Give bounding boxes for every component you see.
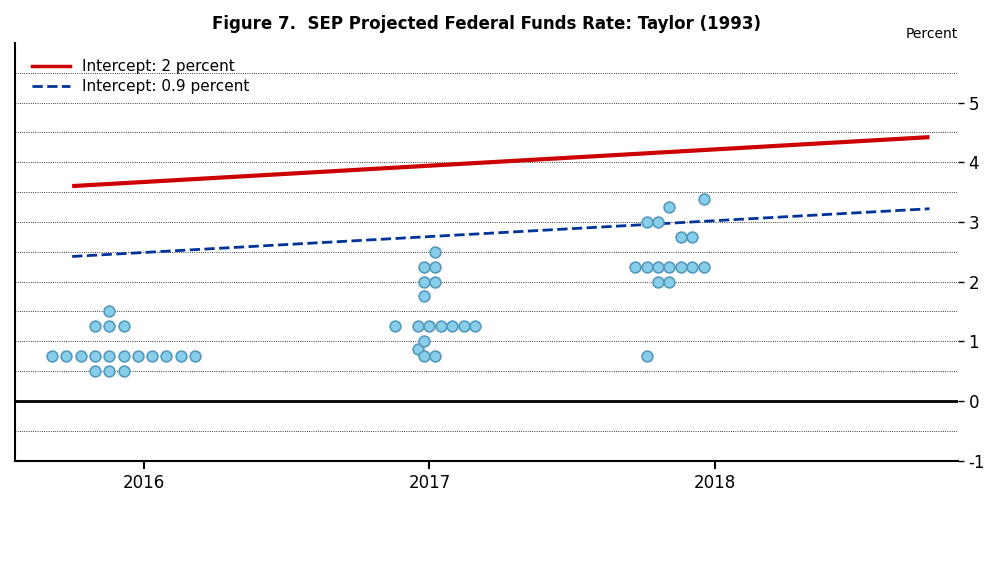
Point xyxy=(673,262,689,271)
Point xyxy=(421,322,437,331)
Point xyxy=(661,203,677,212)
Point xyxy=(467,322,483,331)
Point xyxy=(144,352,160,361)
Point xyxy=(627,262,643,271)
Point xyxy=(650,262,666,271)
Point xyxy=(684,262,700,271)
Point xyxy=(101,307,117,316)
Point xyxy=(456,322,472,331)
Point xyxy=(639,262,655,271)
Point xyxy=(101,322,117,331)
Point xyxy=(87,352,103,361)
Point xyxy=(427,262,443,271)
Point xyxy=(387,322,403,331)
Point xyxy=(116,352,132,361)
Point xyxy=(187,352,203,361)
Point xyxy=(416,277,432,286)
Point xyxy=(639,217,655,226)
Point xyxy=(116,322,132,331)
Point xyxy=(58,352,74,361)
Point xyxy=(158,352,174,361)
Point xyxy=(650,217,666,226)
Point xyxy=(410,322,426,331)
Point xyxy=(116,367,132,376)
Text: Percent: Percent xyxy=(906,27,958,41)
Point xyxy=(650,277,666,286)
Point xyxy=(101,367,117,376)
Point xyxy=(173,352,189,361)
Point xyxy=(661,277,677,286)
Point xyxy=(661,262,677,271)
Point xyxy=(696,262,712,271)
Point xyxy=(130,352,146,361)
Point xyxy=(696,195,712,204)
Point xyxy=(673,233,689,242)
Title: Figure 7.  SEP Projected Federal Funds Rate: Taylor (1993): Figure 7. SEP Projected Federal Funds Ra… xyxy=(212,15,761,33)
Legend: Intercept: 2 percent, Intercept: 0.9 percent: Intercept: 2 percent, Intercept: 0.9 per… xyxy=(27,55,254,99)
Point xyxy=(87,367,103,376)
Point xyxy=(73,352,89,361)
Point xyxy=(427,247,443,256)
Point xyxy=(433,322,449,331)
Point xyxy=(684,233,700,242)
Point xyxy=(44,352,60,361)
Point xyxy=(416,352,432,361)
Point xyxy=(416,292,432,301)
Point xyxy=(416,262,432,271)
Point xyxy=(410,344,426,353)
Point xyxy=(101,352,117,361)
Point xyxy=(427,352,443,361)
Point xyxy=(444,322,460,331)
Point xyxy=(427,277,443,286)
Point xyxy=(87,322,103,331)
Point xyxy=(416,337,432,346)
Point xyxy=(639,352,655,361)
